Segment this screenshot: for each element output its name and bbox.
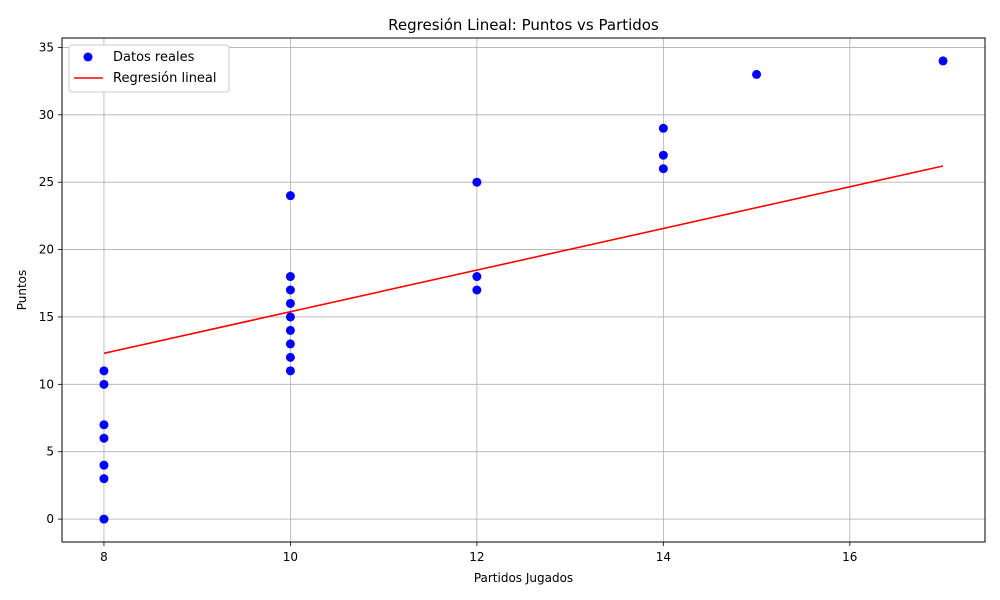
data-point: [285, 272, 295, 282]
x-tick-label: 16: [842, 550, 857, 564]
x-tick-label: 10: [283, 550, 298, 564]
data-point: [99, 420, 109, 430]
x-tick-label: 12: [469, 550, 484, 564]
data-point: [99, 366, 109, 376]
data-point: [99, 433, 109, 443]
data-point: [285, 366, 295, 376]
x-axis-ticks: 8 10 12 14 16: [100, 542, 857, 564]
y-tick-label: 30: [39, 108, 54, 122]
plot-frame: [61, 37, 986, 543]
x-tick-label: 8: [100, 550, 108, 564]
data-point: [285, 339, 295, 349]
data-point: [658, 164, 668, 174]
x-axis-label: Partidos Jugados: [474, 571, 573, 585]
data-point: [99, 474, 109, 484]
data-point: [99, 514, 109, 524]
regression-line: [103, 165, 944, 355]
data-point: [285, 285, 295, 295]
legend-scatter-marker: [83, 52, 93, 62]
legend-box: [68, 44, 230, 93]
data-point: [285, 312, 295, 322]
legend-label-regresion-lineal: Regresión lineal: [113, 71, 217, 86]
y-tick-label: 10: [39, 377, 54, 391]
data-points: [99, 56, 948, 524]
legend-label-datos-reales: Datos reales: [113, 50, 195, 65]
data-point: [99, 460, 109, 470]
y-axis-ticks: 0 5 10 15 20 25 30 35: [39, 40, 62, 526]
data-point: [472, 177, 482, 187]
y-tick-label: 25: [39, 175, 54, 189]
regression-line-group: [103, 165, 944, 355]
y-tick-label: 15: [39, 310, 54, 324]
data-point: [938, 56, 948, 66]
data-point: [285, 352, 295, 362]
data-point: [285, 325, 295, 335]
data-point: [472, 272, 482, 282]
data-point: [285, 191, 295, 201]
legend: Datos reales Regresión lineal: [68, 44, 230, 93]
y-tick-label: 35: [39, 40, 54, 54]
data-point: [752, 69, 762, 79]
data-point: [99, 379, 109, 389]
data-point: [472, 285, 482, 295]
x-tick-label: 14: [656, 550, 671, 564]
chart-title: Regresión Lineal: Puntos vs Partidos: [388, 16, 659, 34]
y-tick-label: 0: [46, 512, 54, 526]
data-point: [285, 298, 295, 308]
y-tick-label: 20: [39, 243, 54, 257]
data-point: [658, 123, 668, 133]
data-point: [658, 150, 668, 160]
y-tick-label: 5: [46, 445, 54, 459]
y-axis-label: Puntos: [15, 270, 29, 311]
